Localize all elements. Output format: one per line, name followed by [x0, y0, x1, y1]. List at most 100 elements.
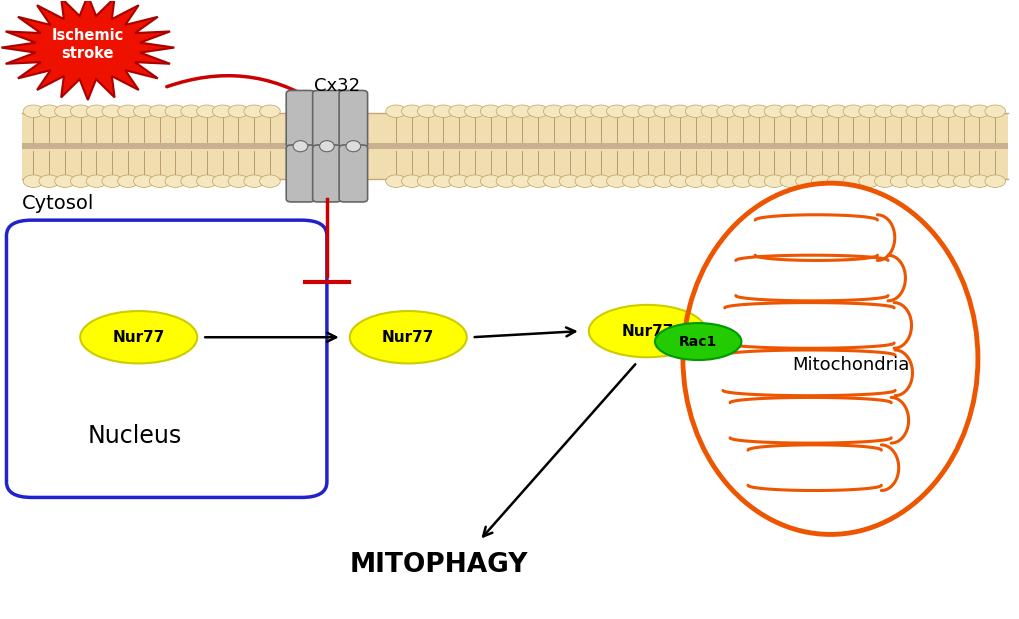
- Circle shape: [228, 175, 249, 188]
- FancyBboxPatch shape: [286, 90, 315, 147]
- Circle shape: [212, 175, 232, 188]
- Circle shape: [780, 105, 800, 118]
- Circle shape: [700, 175, 721, 188]
- Circle shape: [465, 105, 485, 118]
- Circle shape: [936, 175, 957, 188]
- Circle shape: [23, 175, 44, 188]
- Circle shape: [968, 175, 988, 188]
- Circle shape: [102, 105, 122, 118]
- Ellipse shape: [654, 323, 741, 360]
- Circle shape: [984, 105, 1005, 118]
- Circle shape: [905, 175, 926, 188]
- Circle shape: [811, 105, 832, 118]
- Circle shape: [433, 105, 453, 118]
- Circle shape: [70, 105, 91, 118]
- Ellipse shape: [588, 305, 705, 357]
- Text: Ischemic
stroke: Ischemic stroke: [52, 28, 124, 61]
- Circle shape: [590, 105, 610, 118]
- Ellipse shape: [345, 141, 361, 152]
- Circle shape: [606, 175, 627, 188]
- Circle shape: [244, 105, 264, 118]
- Circle shape: [180, 105, 201, 118]
- Circle shape: [401, 105, 422, 118]
- Circle shape: [87, 175, 107, 188]
- Circle shape: [763, 105, 784, 118]
- Circle shape: [495, 105, 517, 118]
- FancyBboxPatch shape: [21, 143, 1008, 149]
- Circle shape: [149, 105, 170, 118]
- Circle shape: [543, 105, 564, 118]
- Circle shape: [575, 105, 595, 118]
- Text: Nucleus: Nucleus: [88, 424, 181, 448]
- Circle shape: [921, 105, 942, 118]
- Circle shape: [133, 105, 154, 118]
- Circle shape: [180, 175, 201, 188]
- FancyBboxPatch shape: [338, 90, 367, 147]
- Text: Cytosol: Cytosol: [21, 194, 94, 213]
- Circle shape: [984, 175, 1005, 188]
- Circle shape: [622, 175, 642, 188]
- FancyBboxPatch shape: [313, 90, 340, 147]
- Circle shape: [558, 105, 579, 118]
- Circle shape: [543, 175, 564, 188]
- Circle shape: [685, 105, 705, 118]
- Text: Cx32: Cx32: [314, 77, 360, 95]
- Circle shape: [732, 175, 752, 188]
- Circle shape: [795, 105, 815, 118]
- Circle shape: [873, 105, 895, 118]
- Circle shape: [260, 175, 280, 188]
- Circle shape: [575, 175, 595, 188]
- Circle shape: [165, 175, 185, 188]
- Circle shape: [417, 105, 437, 118]
- Circle shape: [826, 175, 847, 188]
- Circle shape: [448, 105, 469, 118]
- Circle shape: [732, 105, 752, 118]
- Circle shape: [905, 105, 926, 118]
- Circle shape: [102, 175, 122, 188]
- Circle shape: [716, 105, 737, 118]
- Circle shape: [480, 105, 500, 118]
- Circle shape: [653, 175, 674, 188]
- Circle shape: [39, 175, 59, 188]
- Circle shape: [228, 105, 249, 118]
- Circle shape: [212, 105, 232, 118]
- Circle shape: [953, 105, 973, 118]
- Polygon shape: [1, 0, 174, 100]
- Circle shape: [117, 175, 139, 188]
- Circle shape: [858, 105, 878, 118]
- Circle shape: [480, 175, 500, 188]
- FancyBboxPatch shape: [286, 145, 315, 202]
- Text: Mitochondria: Mitochondria: [792, 356, 909, 374]
- Circle shape: [953, 175, 973, 188]
- Circle shape: [55, 105, 75, 118]
- Circle shape: [921, 175, 942, 188]
- Circle shape: [653, 105, 674, 118]
- Circle shape: [890, 175, 910, 188]
- Circle shape: [433, 175, 453, 188]
- Text: MITOPHAGY: MITOPHAGY: [350, 552, 528, 578]
- Circle shape: [385, 105, 406, 118]
- Circle shape: [527, 105, 548, 118]
- Circle shape: [763, 175, 784, 188]
- Circle shape: [558, 175, 579, 188]
- Circle shape: [197, 175, 217, 188]
- Circle shape: [700, 105, 721, 118]
- Circle shape: [795, 175, 815, 188]
- Circle shape: [70, 175, 91, 188]
- Circle shape: [590, 175, 610, 188]
- Circle shape: [685, 175, 705, 188]
- Circle shape: [385, 175, 406, 188]
- Circle shape: [117, 105, 139, 118]
- Circle shape: [780, 175, 800, 188]
- FancyBboxPatch shape: [313, 145, 340, 202]
- Circle shape: [748, 175, 768, 188]
- Circle shape: [39, 105, 59, 118]
- Circle shape: [465, 175, 485, 188]
- Circle shape: [873, 175, 895, 188]
- Ellipse shape: [350, 311, 467, 363]
- Circle shape: [606, 105, 627, 118]
- Text: Nur77: Nur77: [382, 330, 434, 345]
- Circle shape: [638, 105, 658, 118]
- Circle shape: [826, 105, 847, 118]
- Ellipse shape: [319, 141, 334, 152]
